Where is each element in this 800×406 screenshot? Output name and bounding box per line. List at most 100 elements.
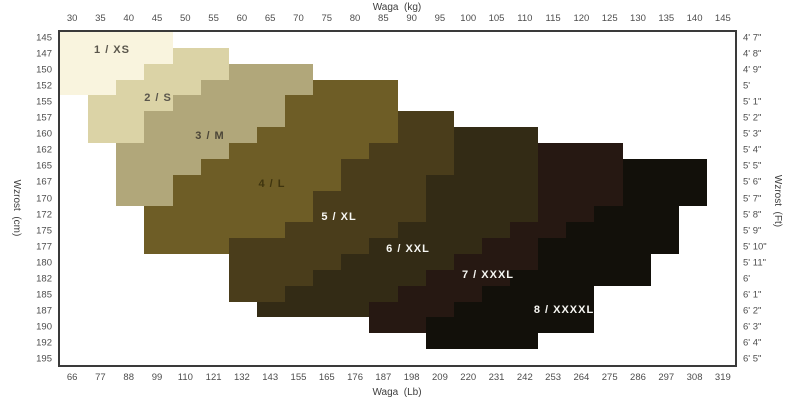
size-zone-cell-XS: [88, 47, 117, 64]
size-zone-cell-XL: [397, 190, 426, 207]
size-zone-cell-L: [341, 143, 370, 159]
size-zone-cell-M: [228, 111, 257, 128]
axis-title-left-height-cm: Wzrost (cm): [11, 179, 22, 237]
size-zone-cell-L: [200, 238, 229, 254]
size-zone-cell-XXXXL: [622, 254, 651, 270]
size-zone-cell-XXL: [510, 174, 539, 191]
size-zone-cell-XL: [369, 206, 398, 223]
size-zone-cell-XXXXL: [538, 238, 567, 254]
size-zone-cell-XXXXL: [425, 333, 454, 350]
tick-ft-6: 5' 3": [743, 128, 762, 140]
tick-cm-192: 192: [36, 337, 52, 349]
tick-ft-0: 4' 7": [743, 32, 762, 44]
size-zone-cell-XXXXL: [481, 285, 510, 302]
size-zone-cell-S: [172, 63, 201, 80]
size-zone-cell-XXXXL: [538, 254, 567, 270]
size-zone-cell-L: [285, 127, 314, 143]
size-zone-cell-XXXXL: [594, 206, 623, 223]
size-zone-cell-M: [256, 79, 285, 96]
tick-kg-70: 70: [293, 13, 304, 24]
size-zone-cell-XXXL: [538, 174, 567, 191]
size-zone-cell-L: [313, 111, 342, 128]
size-zone-cell-L: [313, 158, 342, 175]
tick-cm-187: 187: [36, 305, 52, 317]
size-zone-cell-XXXL: [510, 238, 539, 254]
size-zone-cell-L: [144, 238, 173, 254]
size-zone-cell-XS: [60, 47, 89, 64]
tick-ft-18: 6' 3": [743, 321, 762, 333]
tick-ft-10: 5' 7": [743, 193, 762, 204]
size-zone-cell-L: [256, 206, 285, 223]
tick-kg-95: 95: [434, 13, 446, 24]
size-zone-cell-L: [313, 174, 342, 191]
size-zone-cell-XXXXL: [650, 238, 679, 254]
size-zone-cell-L: [228, 206, 257, 223]
size-zone-cell-L: [369, 111, 398, 128]
size-zone-cell-L: [172, 206, 201, 223]
size-zone-cell-XXL: [481, 127, 510, 143]
tick-lb-121: 121: [205, 372, 222, 383]
size-zone-cell-XXXL: [510, 254, 539, 270]
size-zone-cell-L: [256, 190, 285, 207]
size-zone-cell-XXL: [481, 143, 510, 159]
size-zone-cell-XL: [256, 238, 285, 254]
size-zone-cell-L: [172, 190, 201, 207]
size-zone-cell-XL: [285, 269, 314, 286]
size-zone-cell-XL: [369, 222, 398, 239]
size-zone-cell-XS: [116, 63, 145, 80]
size-zone-cell-XXL: [510, 190, 539, 207]
size-zone-cell-M: [200, 95, 229, 112]
tick-kg-90: 90: [406, 13, 417, 24]
size-zone-cell-XXXL: [397, 301, 426, 318]
tick-lb-308: 308: [686, 372, 703, 383]
size-zone-cell-XL: [341, 206, 370, 223]
size-zone-cell-XL: [313, 222, 342, 239]
size-zone-cell-XL: [397, 143, 426, 159]
size-zone-cell-XXXL: [481, 269, 510, 286]
size-zone-cell-M: [144, 190, 173, 207]
size-zone-cell-L: [313, 79, 342, 96]
tick-cm-177: 177: [36, 241, 52, 253]
size-zone-cell-XXXL: [538, 222, 567, 239]
size-zone-cell-L: [285, 95, 314, 112]
size-zone-cell-XXL: [453, 190, 482, 207]
size-zone-cell-XXXL: [538, 190, 567, 207]
size-zone-cell-L: [341, 127, 370, 143]
size-zone-cell-L: [200, 174, 229, 191]
tick-ft-12: 5' 9": [743, 225, 762, 237]
tick-kg-140: 140: [686, 13, 703, 24]
tick-kg-115: 115: [545, 13, 561, 24]
size-zone-cell-XXL: [453, 127, 482, 143]
size-zone-cell-S: [116, 127, 145, 143]
size-zone-cell-XXXXL: [622, 206, 651, 223]
size-zone-cell-M: [256, 95, 285, 112]
size-zone-cell-XXXXL: [622, 222, 651, 239]
size-zone-cell-XS: [144, 32, 173, 48]
size-zone-cell-XXXXL: [425, 317, 454, 334]
size-zone-cell-XXL: [397, 269, 426, 286]
zone-label-XL: 5 / XL: [321, 211, 357, 223]
size-zone-cell-XXXXL: [650, 174, 679, 191]
size-zone-cell-XXL: [453, 222, 482, 239]
size-zone-cell-XXL: [397, 254, 426, 270]
size-zone-cell-XS: [116, 32, 145, 48]
size-zone-cell-XXXXL: [510, 301, 539, 318]
size-zone-cell-XXXXL: [594, 269, 623, 286]
size-zone-cell-S: [200, 47, 229, 64]
size-zone-cell-XXXL: [453, 285, 482, 302]
axis-title-bottom-weight-lb: Waga (Lb): [372, 387, 422, 398]
size-zone-cell-XXL: [481, 190, 510, 207]
size-zone-cell-M: [200, 127, 229, 143]
size-zone-cell-L: [200, 190, 229, 207]
size-zone-cell-XXL: [510, 158, 539, 175]
size-zone-cell-M: [116, 158, 145, 175]
size-zone-cell-XL: [425, 143, 454, 159]
size-zone-cell-XXXL: [453, 254, 482, 270]
size-zone-cell-XXL: [397, 222, 426, 239]
zone-label-XXL: 6 / XXL: [386, 243, 430, 255]
size-zone-cell-M: [228, 127, 257, 143]
zone-label-XXXXL: 8 / XXXXL: [533, 304, 595, 316]
size-zone-cell-XL: [256, 254, 285, 270]
tick-kg-45: 45: [151, 13, 163, 24]
